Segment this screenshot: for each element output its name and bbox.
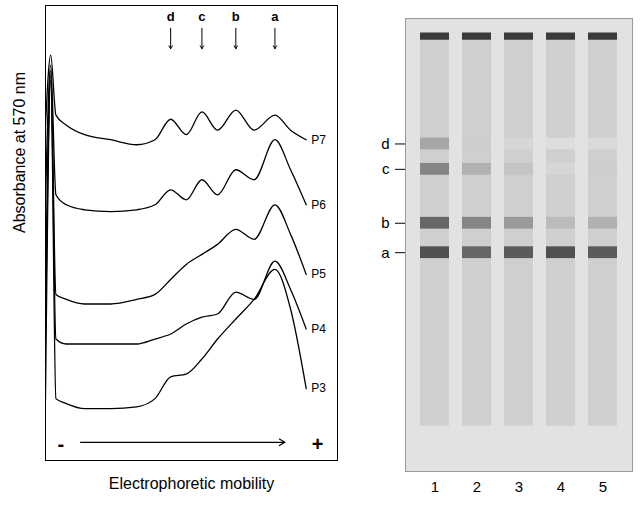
svg-text:d: d: [381, 135, 389, 152]
svg-text:d: d: [167, 9, 175, 24]
svg-text:Absorbance at 570 nm: Absorbance at 570 nm: [11, 72, 28, 233]
svg-text:P3: P3: [311, 381, 326, 395]
svg-text:P6: P6: [311, 198, 326, 212]
svg-text:1: 1: [431, 478, 439, 495]
svg-text:4: 4: [557, 478, 565, 495]
svg-text:+: +: [312, 433, 324, 455]
svg-text:P5: P5: [311, 267, 326, 281]
svg-text:b: b: [232, 9, 240, 24]
svg-text:b: b: [381, 214, 389, 231]
svg-text:5: 5: [599, 478, 607, 495]
svg-text:-: -: [58, 433, 65, 455]
svg-text:a: a: [271, 9, 279, 24]
svg-text:c: c: [198, 9, 205, 24]
svg-text:3: 3: [515, 478, 523, 495]
svg-text:P4: P4: [311, 322, 326, 336]
svg-text:Electrophoretic mobility: Electrophoretic mobility: [109, 475, 274, 492]
svg-text:a: a: [381, 244, 390, 261]
svg-text:2: 2: [473, 478, 481, 495]
svg-text:c: c: [382, 160, 390, 177]
svg-text:P7: P7: [311, 133, 326, 147]
